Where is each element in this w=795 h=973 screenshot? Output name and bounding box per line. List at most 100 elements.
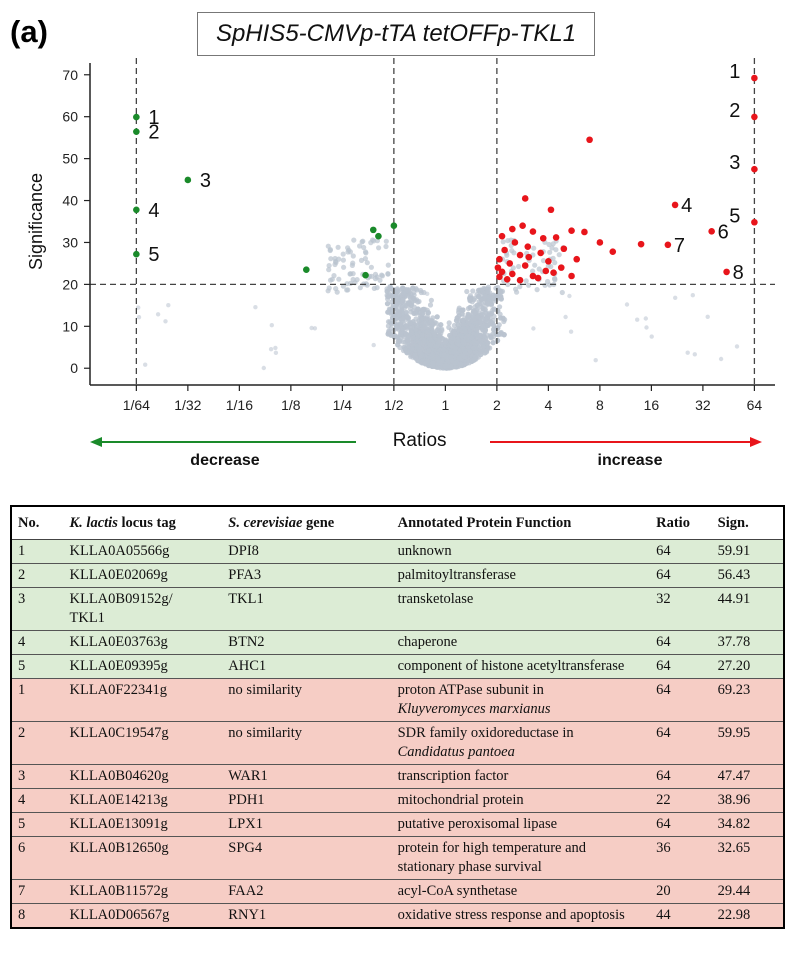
background-point <box>438 322 444 328</box>
background-point <box>434 314 440 320</box>
panel-label: (a) <box>10 14 48 49</box>
background-point <box>269 323 274 328</box>
cell-no: 2 <box>11 563 64 588</box>
increased-point-label: 8 <box>733 262 744 284</box>
background-point <box>532 262 538 268</box>
background-point <box>403 331 409 337</box>
background-point <box>261 365 266 371</box>
x-tick-label: 8 <box>596 397 604 413</box>
x-tick-label: 2 <box>493 397 501 413</box>
x-tick-label: 16 <box>644 397 660 413</box>
background-point <box>335 244 341 250</box>
x-tick-label: 1/2 <box>384 397 404 413</box>
background-point <box>309 325 314 331</box>
background-point <box>407 324 413 331</box>
background-point <box>462 328 468 334</box>
background-point <box>340 251 346 257</box>
background-point <box>340 257 346 263</box>
background-point <box>546 241 552 248</box>
increased-point <box>524 243 532 250</box>
cell-significance: 34.82 <box>711 812 784 837</box>
background-point <box>415 306 421 312</box>
decreased-point-label: 5 <box>148 244 159 266</box>
cell-significance: 37.78 <box>711 630 784 655</box>
background-point <box>718 356 724 362</box>
increased-point <box>545 258 552 265</box>
cell-no: 1 <box>11 539 64 564</box>
increased-point <box>550 269 557 276</box>
increased-point <box>498 268 506 276</box>
cell-ratio: 22 <box>650 788 712 813</box>
background-point <box>435 341 441 347</box>
background-point <box>394 334 400 340</box>
increased-point <box>671 201 679 209</box>
x-tick-label: 64 <box>747 397 763 413</box>
cell-locus-tag: KLLA0E13091g <box>63 812 223 837</box>
background-point <box>418 289 424 296</box>
background-point <box>403 310 409 316</box>
cell-ratio: 64 <box>650 563 712 588</box>
x-tick-label: 1/64 <box>123 397 150 413</box>
background-point <box>136 315 142 320</box>
background-point <box>166 303 171 308</box>
increased-point <box>521 195 529 202</box>
background-point <box>456 355 462 361</box>
increased-point <box>751 113 758 121</box>
increased-point <box>496 255 503 263</box>
increased-point <box>539 234 547 242</box>
background-point <box>490 295 496 301</box>
decrease-label: decrease <box>190 452 259 469</box>
background-point <box>394 295 400 301</box>
increased-point <box>509 270 516 278</box>
cell-no: 3 <box>11 764 64 789</box>
background-point <box>439 358 445 364</box>
background-point <box>371 285 377 291</box>
background-point <box>435 356 441 362</box>
background-point <box>549 245 555 251</box>
background-point <box>344 287 350 293</box>
increased-point <box>542 267 550 275</box>
background-point <box>462 350 468 356</box>
increased-point <box>529 272 537 280</box>
cell-significance: 59.95 <box>711 721 784 765</box>
x-tick-label: 1/32 <box>174 397 201 413</box>
cell-locus-tag: KLLA0F22341g <box>63 678 223 722</box>
x-tick-label: 32 <box>695 397 711 413</box>
background-point <box>362 249 369 255</box>
background-point <box>425 310 431 316</box>
increased-point <box>503 276 511 283</box>
background-point <box>437 333 443 339</box>
background-point <box>370 237 376 243</box>
background-point <box>400 326 406 332</box>
background-point <box>495 308 501 314</box>
direction-arrows-layer: decrease increase <box>90 437 762 469</box>
cell-function: putative peroxisomal lipase <box>391 812 651 837</box>
col-header-significance: Sign. <box>711 506 784 540</box>
cell-no: 4 <box>11 788 64 813</box>
increased-point <box>498 232 506 240</box>
background-point <box>624 302 630 307</box>
increased-point <box>581 228 588 236</box>
cell-significance: 56.43 <box>711 563 784 588</box>
background-point <box>420 306 426 312</box>
background-point <box>452 360 458 366</box>
background-point <box>428 337 434 343</box>
background-point <box>692 352 697 357</box>
decreased-point <box>375 232 382 240</box>
cell-ratio: 32 <box>650 587 712 631</box>
background-point <box>364 260 370 266</box>
cell-gene: DPI8 <box>222 539 392 564</box>
increased-point <box>560 245 568 253</box>
table-row: 1 KLLA0A05566g DPI8 unknown 64 59.91 <box>11 539 784 564</box>
background-point <box>362 256 368 262</box>
table-row: 3 KLLA0B04620g WAR1 transcription factor 64 4… <box>11 764 784 789</box>
background-point <box>487 321 493 327</box>
cell-function: oxidative stress response and apoptosis <box>391 903 651 928</box>
cell-significance: 59.91 <box>711 539 784 564</box>
cell-gene: FAA2 <box>222 879 392 904</box>
background-point <box>563 314 568 320</box>
cell-ratio: 44 <box>650 903 712 928</box>
background-point <box>514 289 520 295</box>
background-points-layer <box>136 237 740 371</box>
background-point <box>450 335 456 341</box>
